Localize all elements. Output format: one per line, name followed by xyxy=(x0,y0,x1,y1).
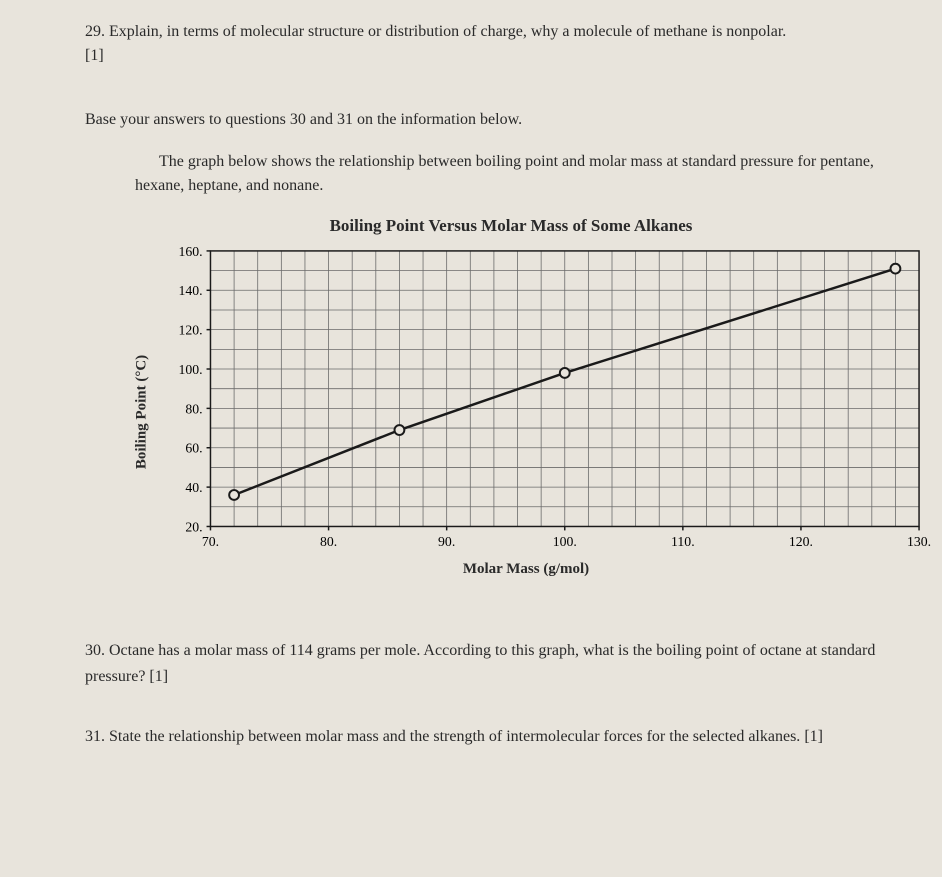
q30-number: 30. xyxy=(85,642,105,659)
question-29: 29. Explain, in terms of molecular struc… xyxy=(85,20,887,68)
svg-text:40.: 40. xyxy=(185,480,202,495)
svg-text:160.: 160. xyxy=(179,246,203,259)
intro-base: Base your answers to questions 30 and 31… xyxy=(85,108,887,132)
svg-text:80.: 80. xyxy=(320,534,337,549)
svg-text:80.: 80. xyxy=(185,401,202,416)
chart-title: Boiling Point Versus Molar Mass of Some … xyxy=(135,216,887,236)
graph-description: The graph below shows the relationship b… xyxy=(85,150,887,198)
svg-text:120.: 120. xyxy=(789,534,813,549)
q31-number: 31. xyxy=(85,728,105,745)
q30-text: Octane has a molar mass of 114 grams per… xyxy=(85,642,875,685)
q29-number: 29. xyxy=(85,23,105,40)
q29-text: Explain, in terms of molecular structure… xyxy=(109,23,786,40)
svg-text:100.: 100. xyxy=(553,534,577,549)
svg-text:100.: 100. xyxy=(179,362,203,377)
chart-container: Boiling Point (°C) 20. 40. 60. 80. 100. 120. 1… xyxy=(115,246,887,578)
q30-points: [1] xyxy=(149,668,168,685)
q31-points: [1] xyxy=(804,728,823,745)
svg-text:20.: 20. xyxy=(185,519,202,534)
chart-svg: 20. 40. 60. 80. 100. 120. 140. 160. 70. 80. 90. 100… xyxy=(165,246,935,556)
svg-text:90.: 90. xyxy=(438,534,455,549)
x-axis-label: Molar Mass (g/mol) xyxy=(165,561,887,578)
svg-text:140.: 140. xyxy=(179,283,203,298)
svg-text:110.: 110. xyxy=(671,534,695,549)
svg-text:70.: 70. xyxy=(202,534,219,549)
q31-text: State the relationship between molar mas… xyxy=(109,728,800,745)
svg-text:130.: 130. xyxy=(907,534,931,549)
svg-text:60.: 60. xyxy=(185,441,202,456)
question-31: 31. State the relationship between molar… xyxy=(85,724,887,750)
q29-points: [1] xyxy=(85,47,104,64)
question-30: 30. Octane has a molar mass of 114 grams… xyxy=(85,638,887,689)
svg-text:120.: 120. xyxy=(179,323,203,338)
y-axis-label: Boiling Point (°C) xyxy=(134,355,151,469)
